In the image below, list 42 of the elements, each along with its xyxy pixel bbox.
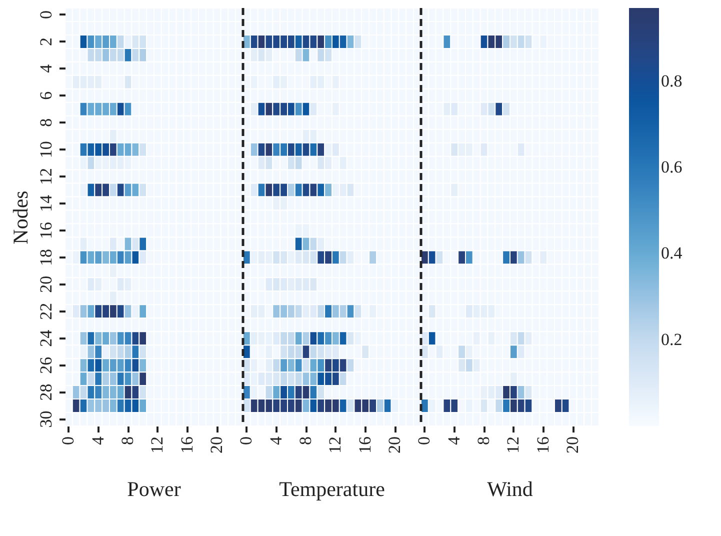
x-tick-label: 0	[236, 436, 256, 445]
y-axis-title: Nodes	[8, 190, 32, 244]
y-tick-label: 24	[36, 329, 56, 347]
x-tick-label: 8	[118, 436, 138, 445]
y-tick-label: 2	[36, 37, 56, 46]
color-bar-label: 0.4	[661, 244, 683, 263]
color-bar-label: 0.6	[661, 157, 682, 176]
y-tick-label: 28	[36, 384, 56, 401]
y-tick-label: 26	[36, 356, 56, 374]
y-tick-label: 4	[36, 64, 56, 73]
x-tick-label: 12	[326, 436, 345, 454]
y-tick-label: 16	[36, 222, 56, 239]
y-tick-label: 0	[36, 10, 56, 19]
color-bar-label: 0.2	[661, 330, 682, 349]
x-tick-label: 0	[58, 436, 78, 445]
x-tick-label: 16	[355, 436, 374, 454]
y-tick-label: 10	[36, 141, 56, 158]
x-tick-label: 12	[504, 436, 523, 454]
x-tick-label: 12	[148, 436, 167, 454]
y-tick-label: 8	[36, 118, 56, 127]
text: Wind	[487, 477, 534, 501]
x-tick-label: 8	[474, 436, 494, 445]
text: Power	[127, 477, 181, 501]
text: Temperature	[279, 477, 385, 501]
y-tick-label: 22	[36, 302, 56, 320]
x-tick-label: 4	[266, 436, 286, 445]
y-tick-label: 14	[36, 194, 56, 212]
x-tick-label: 8	[296, 436, 316, 445]
x-tick-label: 4	[444, 436, 464, 445]
x-tick-label: 16	[177, 436, 196, 454]
y-tick-label: 6	[36, 91, 56, 100]
color-bar-label: 0.8	[661, 71, 682, 90]
y-tick-label: 20	[36, 276, 56, 293]
x-tick-label: 20	[207, 436, 226, 454]
x-tick-label: 20	[563, 436, 582, 454]
y-tick-label: 18	[36, 248, 56, 266]
x-tick-label: 16	[533, 436, 552, 454]
y-tick-label: 30	[36, 410, 56, 428]
x-tick-label: 20	[385, 436, 404, 454]
x-tick-label: 4	[88, 436, 108, 445]
y-tick-label: 12	[36, 168, 56, 186]
x-tick-label: 0	[414, 436, 434, 445]
